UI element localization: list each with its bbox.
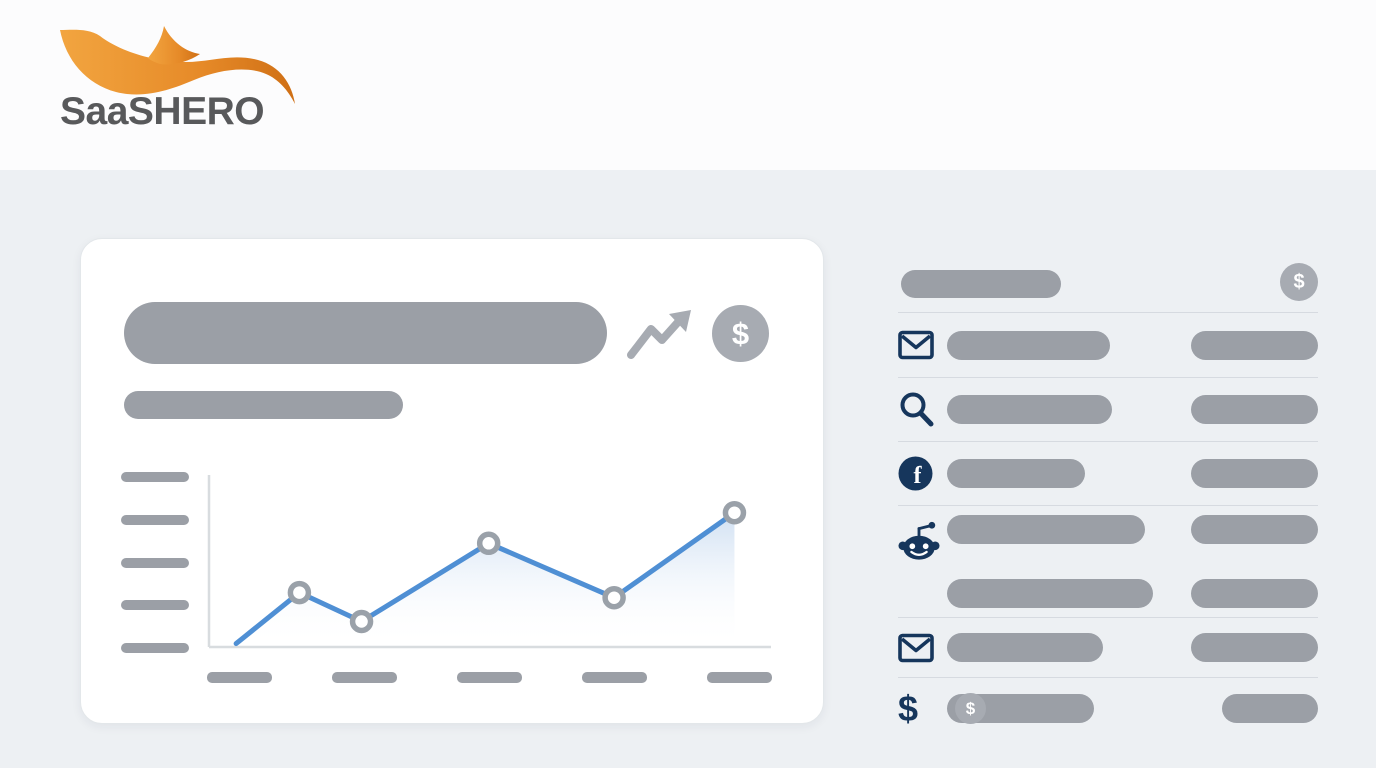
title-placeholder bbox=[124, 302, 607, 364]
item-value-placeholder bbox=[1191, 459, 1318, 488]
subtitle-placeholder bbox=[124, 391, 403, 419]
list-item-email-2[interactable] bbox=[898, 617, 1318, 677]
dollar-sign-icon: $ bbox=[898, 687, 940, 729]
list-item-revenue[interactable]: $ $ bbox=[898, 677, 1318, 739]
header-label-placeholder bbox=[901, 270, 1061, 298]
x-tick-placeholder bbox=[332, 672, 397, 683]
results-list-panel: $ f bbox=[898, 263, 1318, 739]
x-tick-placeholder bbox=[582, 672, 647, 683]
logo-swoosh-icon bbox=[60, 26, 295, 104]
svg-text:f: f bbox=[914, 463, 923, 489]
dollar-symbol: $ bbox=[731, 315, 750, 351]
x-axis-tick-placeholders bbox=[207, 672, 772, 683]
reddit-line-1 bbox=[947, 506, 1318, 554]
brand-name: SaaSHERO bbox=[60, 90, 265, 133]
list-item-email[interactable] bbox=[898, 312, 1318, 377]
trending-up-icon bbox=[627, 310, 691, 359]
search-icon bbox=[898, 391, 940, 429]
x-tick-placeholder bbox=[457, 672, 522, 683]
list-header-row[interactable]: $ bbox=[898, 263, 1318, 312]
item-text-placeholder bbox=[947, 459, 1085, 488]
dollar-circle-icon: $ bbox=[955, 693, 986, 724]
brand-logo: SaaSHERO bbox=[52, 18, 352, 143]
top-header-band: SaaSHERO bbox=[0, 0, 1376, 170]
x-tick-placeholder bbox=[707, 672, 772, 683]
dashboard-card: $ bbox=[80, 238, 824, 724]
item-value-placeholder bbox=[1191, 633, 1318, 662]
dollar-symbol: $ bbox=[965, 698, 976, 718]
reddit-line-2 bbox=[947, 570, 1318, 618]
y-tick-placeholder bbox=[121, 557, 189, 568]
facebook-icon: f bbox=[898, 456, 940, 491]
item-value-placeholder bbox=[1191, 395, 1318, 424]
line-chart-svg bbox=[207, 475, 771, 649]
y-axis-tick-placeholders bbox=[121, 472, 189, 653]
y-tick-placeholder bbox=[121, 472, 189, 482]
item-text-placeholder bbox=[947, 515, 1145, 545]
list-item-reddit[interactable] bbox=[898, 505, 1318, 617]
item-value-placeholder bbox=[1191, 578, 1318, 608]
item-value-placeholder bbox=[1191, 515, 1318, 545]
reddit-icon bbox=[898, 520, 940, 562]
x-tick-placeholder bbox=[207, 672, 272, 683]
dollar-circle-icon: $ bbox=[712, 305, 769, 362]
item-value-placeholder bbox=[1191, 330, 1318, 360]
dollar-symbol: $ bbox=[898, 687, 919, 729]
y-tick-placeholder bbox=[121, 514, 189, 525]
item-text-placeholder bbox=[947, 633, 1103, 662]
item-text-placeholder bbox=[947, 330, 1110, 360]
list-item-facebook[interactable]: f bbox=[898, 441, 1318, 505]
envelope-icon bbox=[898, 330, 940, 360]
list-item-search[interactable] bbox=[898, 377, 1318, 441]
item-text-placeholder bbox=[947, 578, 1153, 608]
dollar-circle-icon: $ bbox=[1280, 263, 1318, 301]
y-tick-placeholder bbox=[121, 643, 189, 653]
item-value-placeholder bbox=[1222, 694, 1318, 723]
y-tick-placeholder bbox=[121, 600, 189, 611]
envelope-icon bbox=[898, 633, 940, 663]
item-text-placeholder bbox=[947, 395, 1112, 424]
dollar-symbol: $ bbox=[1293, 270, 1305, 293]
